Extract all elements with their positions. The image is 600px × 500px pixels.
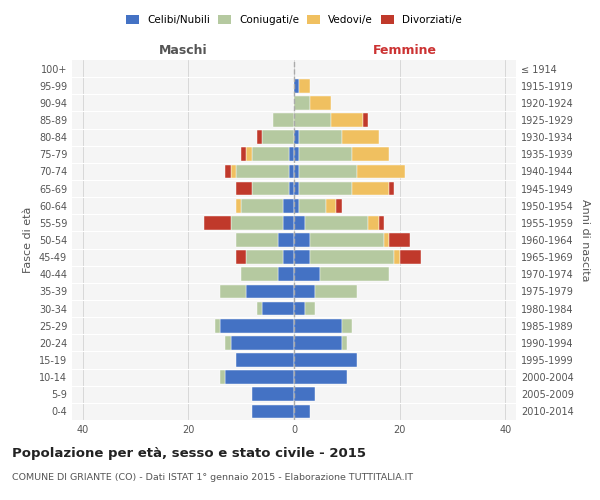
Bar xyxy=(215,319,220,332)
Bar xyxy=(225,370,294,384)
Bar xyxy=(294,250,310,264)
Bar xyxy=(310,233,384,247)
Bar xyxy=(294,302,305,316)
Bar xyxy=(294,96,310,110)
Bar xyxy=(241,199,283,212)
Bar xyxy=(294,268,320,281)
Bar xyxy=(341,130,379,144)
Bar xyxy=(241,148,247,161)
Bar xyxy=(252,404,294,418)
Bar xyxy=(289,164,294,178)
Bar xyxy=(252,388,294,401)
Bar xyxy=(368,216,379,230)
Bar xyxy=(289,182,294,196)
Bar xyxy=(294,404,310,418)
Bar xyxy=(220,284,247,298)
Bar xyxy=(294,388,315,401)
Bar xyxy=(252,148,289,161)
Text: Popolazione per età, sesso e stato civile - 2015: Popolazione per età, sesso e stato civil… xyxy=(12,448,366,460)
Bar xyxy=(294,233,310,247)
Bar xyxy=(294,130,299,144)
Bar xyxy=(299,164,358,178)
Bar xyxy=(341,319,352,332)
Bar xyxy=(294,113,331,127)
Bar xyxy=(294,370,347,384)
Bar xyxy=(299,130,341,144)
Bar xyxy=(236,182,252,196)
Bar xyxy=(225,164,230,178)
Bar xyxy=(310,96,331,110)
Bar xyxy=(294,79,299,92)
Bar xyxy=(299,199,326,212)
Bar xyxy=(236,164,289,178)
Text: Maschi: Maschi xyxy=(158,44,208,58)
Bar xyxy=(241,268,278,281)
Bar xyxy=(289,148,294,161)
Bar xyxy=(257,302,262,316)
Bar xyxy=(236,233,278,247)
Bar xyxy=(315,284,358,298)
Text: COMUNE DI GRIANTE (CO) - Dati ISTAT 1° gennaio 2015 - Elaborazione TUTTITALIA.IT: COMUNE DI GRIANTE (CO) - Dati ISTAT 1° g… xyxy=(12,472,413,482)
Bar xyxy=(299,148,352,161)
Bar xyxy=(310,250,394,264)
Bar xyxy=(230,336,294,349)
Bar xyxy=(294,148,299,161)
Bar xyxy=(294,319,341,332)
Bar xyxy=(294,284,315,298)
Bar xyxy=(336,199,341,212)
Bar xyxy=(379,216,384,230)
Bar xyxy=(278,233,294,247)
Bar xyxy=(352,182,389,196)
Bar xyxy=(278,268,294,281)
Y-axis label: Anni di nascita: Anni di nascita xyxy=(580,198,590,281)
Bar xyxy=(262,302,294,316)
Bar xyxy=(236,353,294,367)
Bar xyxy=(352,148,389,161)
Bar xyxy=(262,130,294,144)
Bar xyxy=(236,250,247,264)
Bar xyxy=(305,216,368,230)
Bar xyxy=(394,250,400,264)
Bar xyxy=(252,182,289,196)
Bar xyxy=(294,216,305,230)
Bar xyxy=(363,113,368,127)
Bar xyxy=(230,216,283,230)
Bar xyxy=(331,113,363,127)
Bar xyxy=(305,302,315,316)
Bar xyxy=(320,268,389,281)
Bar xyxy=(220,319,294,332)
Bar xyxy=(225,336,230,349)
Bar xyxy=(400,250,421,264)
Bar xyxy=(273,113,294,127)
Bar xyxy=(294,353,358,367)
Bar xyxy=(283,199,294,212)
Bar xyxy=(257,130,262,144)
Bar xyxy=(294,199,299,212)
Bar xyxy=(294,164,299,178)
Bar xyxy=(389,233,410,247)
Bar xyxy=(230,164,236,178)
Bar xyxy=(247,284,294,298)
Bar xyxy=(299,79,310,92)
Text: Femmine: Femmine xyxy=(373,44,437,58)
Bar xyxy=(294,182,299,196)
Bar xyxy=(384,233,389,247)
Bar xyxy=(283,250,294,264)
Bar xyxy=(247,148,252,161)
Bar xyxy=(341,336,347,349)
Bar xyxy=(283,216,294,230)
Bar xyxy=(247,250,283,264)
Bar xyxy=(299,182,352,196)
Bar xyxy=(236,199,241,212)
Bar xyxy=(389,182,394,196)
Bar xyxy=(220,370,225,384)
Bar xyxy=(326,199,336,212)
Bar xyxy=(204,216,230,230)
Y-axis label: Fasce di età: Fasce di età xyxy=(23,207,33,273)
Legend: Celibi/Nubili, Coniugati/e, Vedovi/e, Divorziati/e: Celibi/Nubili, Coniugati/e, Vedovi/e, Di… xyxy=(126,15,462,25)
Bar xyxy=(358,164,405,178)
Bar xyxy=(294,336,341,349)
